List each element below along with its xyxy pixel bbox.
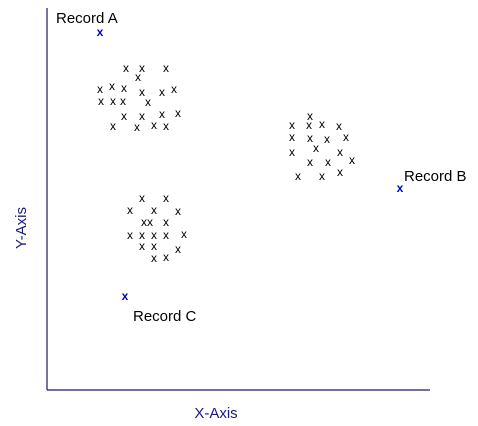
cluster-1-point: x [120, 94, 126, 108]
cluster-3-point: x [127, 228, 133, 242]
y-axis-title: Y-Axis [13, 207, 30, 249]
cluster-3-point: x [151, 239, 157, 253]
cluster-2-point: x [325, 155, 331, 169]
cluster-1-point: x [135, 70, 141, 84]
cluster-3-point: x [163, 191, 169, 205]
cluster-3-point: x [139, 228, 145, 242]
cluster-1-point: x [139, 85, 145, 99]
cluster-3-point: x [151, 251, 157, 265]
cluster-1-point: x [145, 95, 151, 109]
cluster-2-point: x [319, 117, 325, 131]
cluster-2-point: x [289, 130, 295, 144]
cluster-1-point: x [123, 61, 129, 75]
cluster-3-point: x [139, 191, 145, 205]
record-c-label: Record C [133, 308, 197, 325]
cluster-1-point: x [110, 119, 116, 133]
cluster-3-point: x [151, 228, 157, 242]
cluster-3-point: x [175, 242, 181, 256]
cluster-1-point: x [134, 120, 140, 134]
cluster-2-point: x [343, 130, 349, 144]
cluster-2-point: x [306, 118, 312, 132]
cluster-3-point: x [163, 215, 169, 229]
cluster-1-point: x [98, 94, 104, 108]
cluster-1-point: x [121, 81, 127, 95]
cluster-1-point: x [171, 82, 177, 96]
record-a-point: x [97, 25, 104, 39]
cluster-2-point: x [307, 155, 313, 169]
cluster-3-point: x [147, 215, 153, 229]
cluster-2-point: x [307, 131, 313, 145]
cluster-3-point: x [151, 203, 157, 217]
cluster-2-point: x [349, 153, 355, 167]
cluster-3-point: x [163, 250, 169, 264]
cluster-2-point: x [295, 169, 301, 183]
cluster-3-point: x [127, 203, 133, 217]
record-a-label: Record A [56, 10, 118, 27]
cluster-2-point: x [337, 165, 343, 179]
cluster-2-point: x [319, 169, 325, 183]
cluster-2-point: x [289, 145, 295, 159]
cluster-3-point: x [141, 215, 147, 229]
cluster-1-point: x [109, 79, 115, 93]
cluster-1-point: x [97, 82, 103, 96]
record-b-label: Record B [404, 168, 467, 185]
cluster-3-point: x [181, 227, 187, 241]
cluster-1-point: x [163, 61, 169, 75]
cluster-1-point: x [151, 118, 157, 132]
cluster-1-point: x [121, 109, 127, 123]
data-marks: x x xxx x x x x xx x x xx x x xx x x xxx x x xx x x xx x xx x xx x x… [97, 25, 404, 303]
cluster-3-point: x [163, 228, 169, 242]
record-b-point: x [397, 181, 404, 195]
cluster-1-point: x [163, 119, 169, 133]
cluster-3-point: x [175, 204, 181, 218]
cluster-3-point: x [139, 239, 145, 253]
cluster-1-point: x [110, 94, 116, 108]
cluster-2-point: x [289, 118, 295, 132]
cluster-2-point: x [313, 141, 319, 155]
cluster-1-point: x [159, 107, 165, 121]
x-axis-title: X-Axis [194, 405, 237, 422]
cluster-2-point: x [324, 132, 330, 146]
cluster-1-point: x [159, 85, 165, 99]
cluster-1-point: x [139, 109, 145, 123]
cluster-2-point: x [307, 109, 313, 123]
cluster-1-point: x [175, 106, 181, 120]
cluster-1-point: x [139, 61, 145, 75]
cluster-2-point: x [336, 119, 342, 133]
cluster-2-point: x [337, 145, 343, 159]
record-c-point: x [122, 289, 129, 303]
